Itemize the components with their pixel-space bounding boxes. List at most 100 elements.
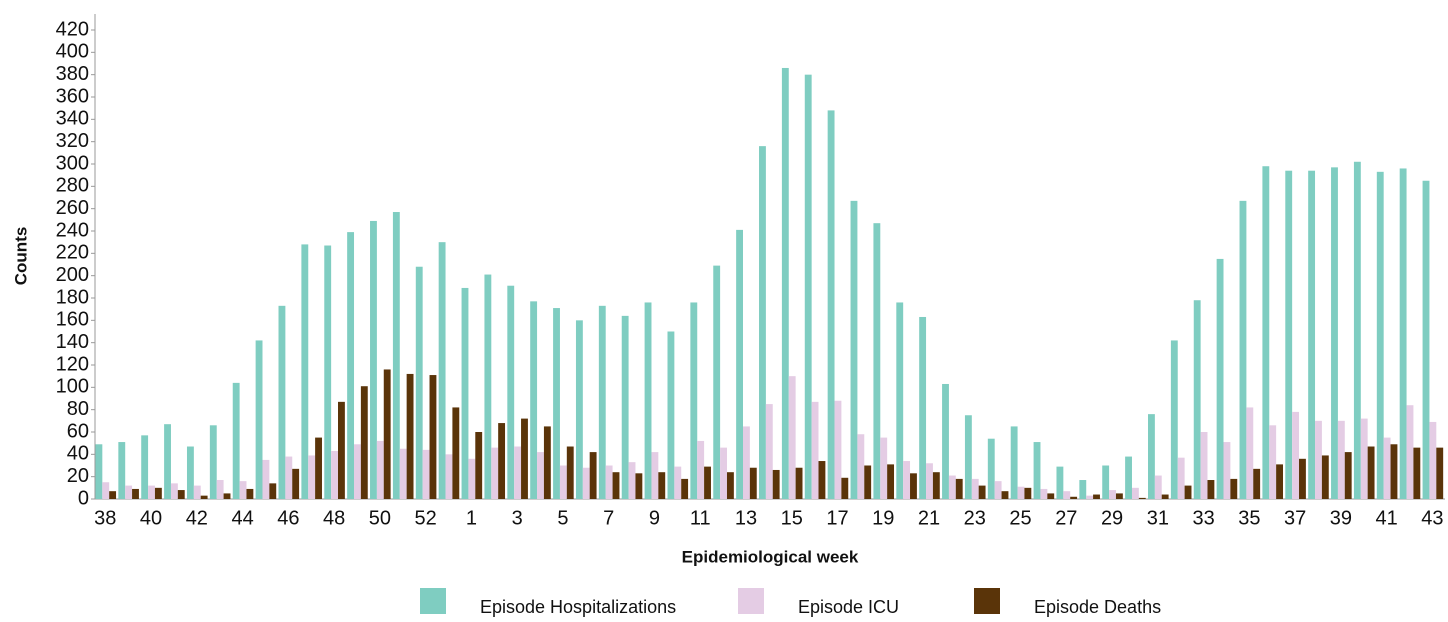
y-tick-label: 240 <box>56 219 89 241</box>
bar <box>658 472 666 499</box>
y-tick-label: 140 <box>56 331 89 353</box>
bar <box>795 467 803 499</box>
bar <box>177 490 185 499</box>
x-tick-label: 19 <box>872 507 894 529</box>
y-tick-label: 20 <box>67 465 89 487</box>
y-tick-label: 380 <box>56 63 89 85</box>
bar <box>598 305 606 499</box>
bar <box>1001 491 1009 499</box>
bar <box>589 452 597 499</box>
legend-label: Episode ICU <box>798 597 899 617</box>
bar <box>612 472 620 499</box>
bar <box>1079 480 1087 499</box>
bar <box>429 375 437 499</box>
bar <box>186 446 194 499</box>
bar <box>857 434 865 499</box>
bar <box>873 223 881 499</box>
x-tick-label: 23 <box>964 507 986 529</box>
x-tick-label: 37 <box>1284 507 1306 529</box>
bar <box>269 483 277 499</box>
bar <box>788 376 796 499</box>
y-tick-label: 420 <box>56 18 89 40</box>
bar <box>559 465 567 499</box>
y-tick-label: 280 <box>56 175 89 197</box>
x-tick-label: 52 <box>415 507 437 529</box>
bar <box>1292 411 1300 499</box>
bar <box>468 458 476 499</box>
legend-swatch <box>420 588 446 614</box>
bar <box>932 472 940 499</box>
x-tick-label: 31 <box>1147 507 1169 529</box>
x-axis-title: Epidemiological week <box>682 547 859 566</box>
legend-swatch <box>974 588 1000 614</box>
bar <box>1308 170 1316 499</box>
bar <box>644 302 652 499</box>
x-tick-label: 41 <box>1376 507 1398 529</box>
y-tick-label: 360 <box>56 85 89 107</box>
bar <box>1413 447 1421 499</box>
x-tick-label: 42 <box>186 507 208 529</box>
bar <box>445 454 453 499</box>
bar <box>1353 161 1361 499</box>
x-tick-label: 15 <box>781 507 803 529</box>
bar <box>1360 418 1368 499</box>
x-tick-label: 38 <box>94 507 116 529</box>
bar <box>926 463 933 499</box>
bar <box>102 482 110 499</box>
bar <box>484 274 492 499</box>
bar <box>239 481 247 499</box>
x-tick-label: 50 <box>369 507 391 529</box>
bar <box>278 305 286 499</box>
bar <box>95 444 103 499</box>
x-tick-label: 13 <box>735 507 757 529</box>
bar <box>338 401 345 499</box>
bar <box>1406 405 1414 499</box>
bar <box>903 461 911 499</box>
bar <box>887 464 895 499</box>
y-tick-label: 300 <box>56 152 89 174</box>
bar <box>978 485 986 499</box>
x-tick-label: 21 <box>918 507 940 529</box>
y-tick-label: 100 <box>56 376 89 398</box>
bar <box>148 485 155 499</box>
bar <box>461 287 469 499</box>
bar <box>1161 494 1169 499</box>
bar <box>834 400 842 499</box>
bar <box>170 483 178 499</box>
bar <box>994 481 1002 499</box>
bar <box>360 386 368 499</box>
y-tick-label: 60 <box>67 420 89 442</box>
bar <box>347 232 355 499</box>
bar <box>452 407 460 499</box>
bar <box>1115 493 1123 499</box>
x-tick-label: 17 <box>826 507 848 529</box>
bar <box>1344 452 1352 499</box>
bar <box>1223 442 1231 499</box>
bar <box>141 435 149 499</box>
bar <box>948 475 956 499</box>
bar <box>1299 458 1306 499</box>
y-tick-label: 0 <box>78 487 89 509</box>
bar <box>232 382 240 499</box>
bar <box>1131 487 1139 499</box>
bar <box>1321 455 1329 499</box>
bar <box>209 425 217 499</box>
x-tick-label: 39 <box>1330 507 1352 529</box>
bar <box>880 437 888 499</box>
x-tick-label: 35 <box>1238 507 1260 529</box>
bar <box>1239 200 1247 499</box>
bar <box>1422 180 1430 499</box>
bar <box>575 320 583 499</box>
bar <box>582 467 590 499</box>
x-tick-label: 44 <box>231 507 253 529</box>
x-tick-label: 29 <box>1101 507 1123 529</box>
x-tick-label: 46 <box>277 507 299 529</box>
bar <box>132 488 139 499</box>
bar <box>308 455 316 499</box>
bar <box>324 245 332 499</box>
x-tick-label: 27 <box>1055 507 1077 529</box>
bar <box>1102 465 1110 499</box>
bar <box>1285 170 1293 499</box>
